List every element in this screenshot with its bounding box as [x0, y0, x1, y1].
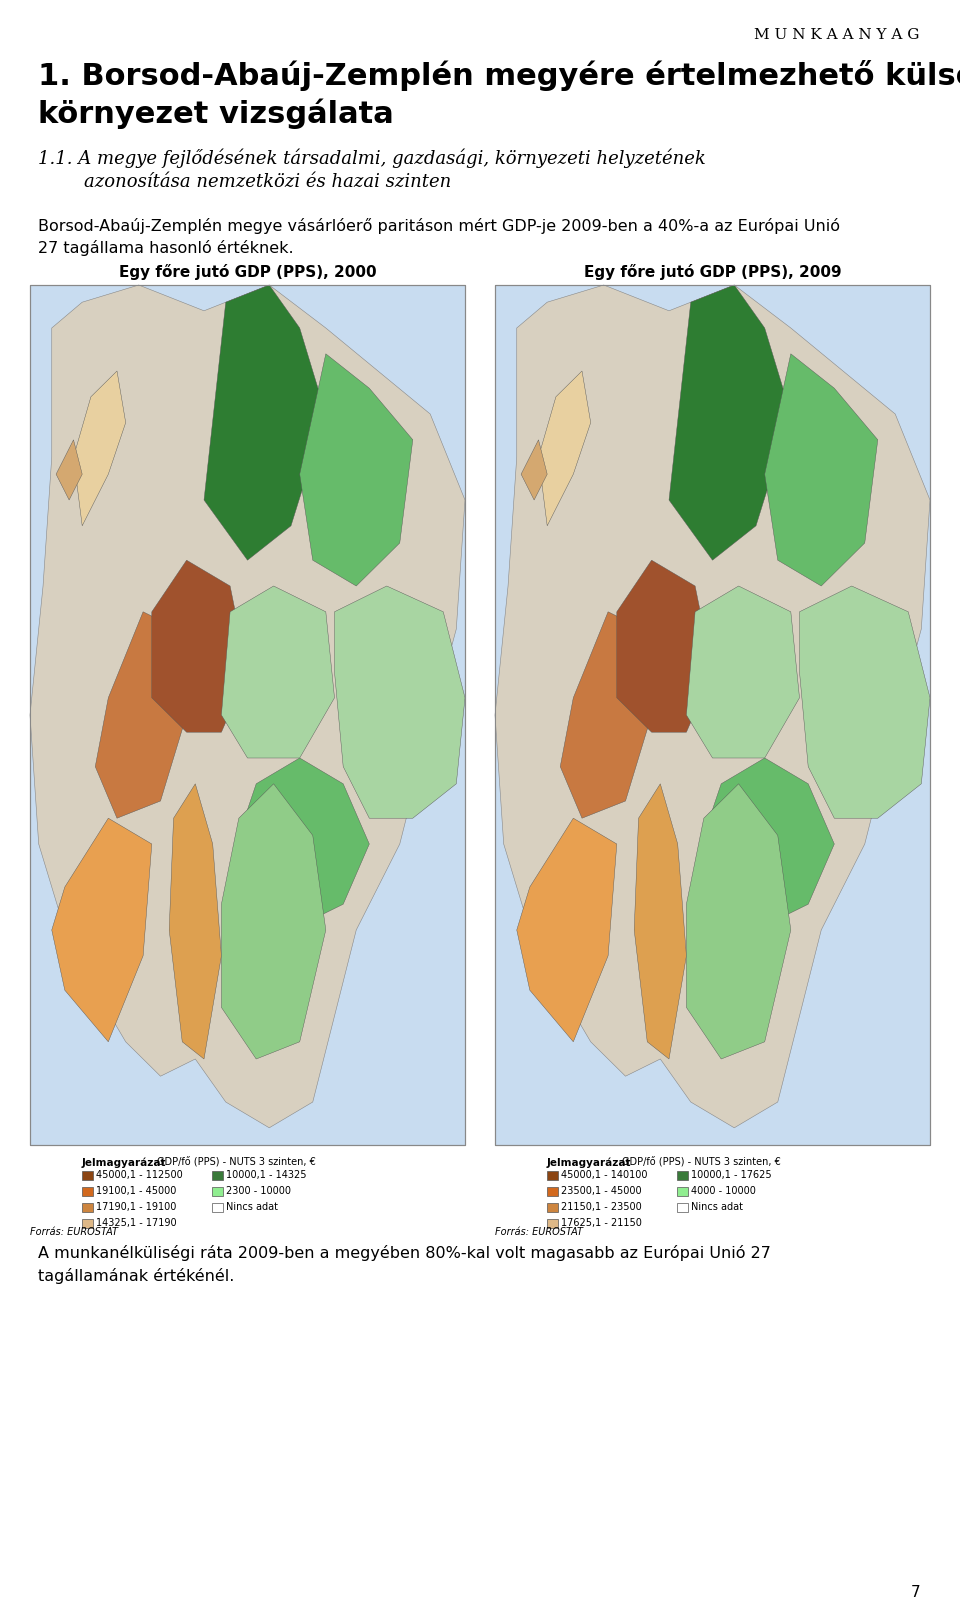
Text: 10000,1 - 17625: 10000,1 - 17625	[691, 1169, 772, 1181]
Text: 2300 - 10000: 2300 - 10000	[226, 1186, 291, 1195]
Polygon shape	[686, 784, 791, 1060]
Polygon shape	[669, 286, 791, 560]
Text: 17190,1 - 19100: 17190,1 - 19100	[96, 1202, 177, 1211]
Polygon shape	[539, 371, 590, 526]
Bar	[30, 286, 465, 1145]
Text: Forrás: EUROSTAT: Forrás: EUROSTAT	[495, 1227, 583, 1237]
Polygon shape	[800, 586, 930, 818]
Text: Jelmagyarázat: Jelmagyarázat	[82, 1157, 166, 1168]
Text: GDP/fő (PPS) - NUTS 3 szinten, €: GDP/fő (PPS) - NUTS 3 szinten, €	[157, 1157, 316, 1168]
Text: Borsod-Abaúj-Zemplén megye vásárlóerő paritáson mért GDP-je 2009-ben a 40%-a az : Borsod-Abaúj-Zemplén megye vásárlóerő pa…	[38, 218, 840, 256]
Text: 17625,1 - 21150: 17625,1 - 21150	[561, 1218, 642, 1227]
Polygon shape	[30, 286, 465, 1127]
Bar	[495, 286, 930, 1145]
Bar	[82, 1171, 93, 1181]
Bar	[82, 1203, 93, 1211]
Text: Nincs adat: Nincs adat	[226, 1202, 278, 1211]
Text: M U N K A A N Y A G: M U N K A A N Y A G	[755, 27, 920, 42]
Polygon shape	[635, 784, 686, 1060]
Text: Nincs adat: Nincs adat	[691, 1202, 743, 1211]
Bar	[212, 1171, 223, 1181]
Text: Forrás: EUROSTAT: Forrás: EUROSTAT	[30, 1227, 118, 1237]
Bar	[677, 1187, 688, 1195]
Text: 23500,1 - 45000: 23500,1 - 45000	[561, 1186, 641, 1195]
Text: 1.1. A megye fejlődésének társadalmi, gazdasági, környezeti helyzetének
        : 1.1. A megye fejlődésének társadalmi, ga…	[38, 148, 706, 190]
Text: 14325,1 - 17190: 14325,1 - 17190	[96, 1218, 177, 1227]
Polygon shape	[516, 818, 616, 1042]
Polygon shape	[300, 353, 413, 586]
Polygon shape	[56, 440, 83, 500]
Text: 7: 7	[910, 1586, 920, 1600]
Bar	[547, 1171, 558, 1181]
Bar	[547, 1219, 558, 1227]
Bar	[547, 1187, 558, 1195]
Text: 21150,1 - 23500: 21150,1 - 23500	[561, 1202, 641, 1211]
Polygon shape	[616, 560, 712, 732]
Text: 45000,1 - 140100: 45000,1 - 140100	[561, 1169, 647, 1181]
Bar	[212, 1187, 223, 1195]
Bar	[547, 1203, 558, 1211]
Polygon shape	[765, 353, 877, 586]
Polygon shape	[222, 784, 325, 1060]
Text: 10000,1 - 14325: 10000,1 - 14325	[226, 1169, 306, 1181]
Text: Egy főre jutó GDP (PPS), 2009: Egy főre jutó GDP (PPS), 2009	[584, 265, 841, 281]
Text: 1. Borsod-Abaúj-Zemplén megyére értelmezhető külső
környezet vizsgálata: 1. Borsod-Abaúj-Zemplén megyére értelmez…	[38, 60, 960, 129]
Polygon shape	[334, 586, 465, 818]
Text: Egy főre jutó GDP (PPS), 2000: Egy főre jutó GDP (PPS), 2000	[119, 265, 376, 281]
Bar	[212, 1203, 223, 1211]
Bar	[495, 286, 930, 1145]
Bar	[82, 1219, 93, 1227]
Bar	[677, 1203, 688, 1211]
Polygon shape	[521, 440, 547, 500]
Polygon shape	[152, 560, 248, 732]
Polygon shape	[495, 286, 930, 1127]
Text: Jelmagyarázat: Jelmagyarázat	[547, 1157, 632, 1168]
Text: 19100,1 - 45000: 19100,1 - 45000	[96, 1186, 177, 1195]
Polygon shape	[95, 611, 186, 818]
Polygon shape	[239, 758, 370, 931]
Polygon shape	[704, 758, 834, 931]
Polygon shape	[204, 286, 325, 560]
Polygon shape	[222, 586, 334, 758]
Polygon shape	[74, 371, 126, 526]
Text: GDP/fő (PPS) - NUTS 3 szinten, €: GDP/fő (PPS) - NUTS 3 szinten, €	[622, 1157, 780, 1168]
Text: 45000,1 - 112500: 45000,1 - 112500	[96, 1169, 182, 1181]
Polygon shape	[52, 818, 152, 1042]
Text: A munkanélküliségi ráta 2009-ben a megyében 80%-kal volt magasabb az Európai Uni: A munkanélküliségi ráta 2009-ben a megyé…	[38, 1245, 771, 1284]
Bar	[82, 1187, 93, 1195]
Polygon shape	[169, 784, 222, 1060]
Polygon shape	[561, 611, 652, 818]
Text: 4000 - 10000: 4000 - 10000	[691, 1186, 756, 1195]
Bar	[30, 286, 465, 1145]
Bar	[677, 1171, 688, 1181]
Polygon shape	[686, 586, 800, 758]
